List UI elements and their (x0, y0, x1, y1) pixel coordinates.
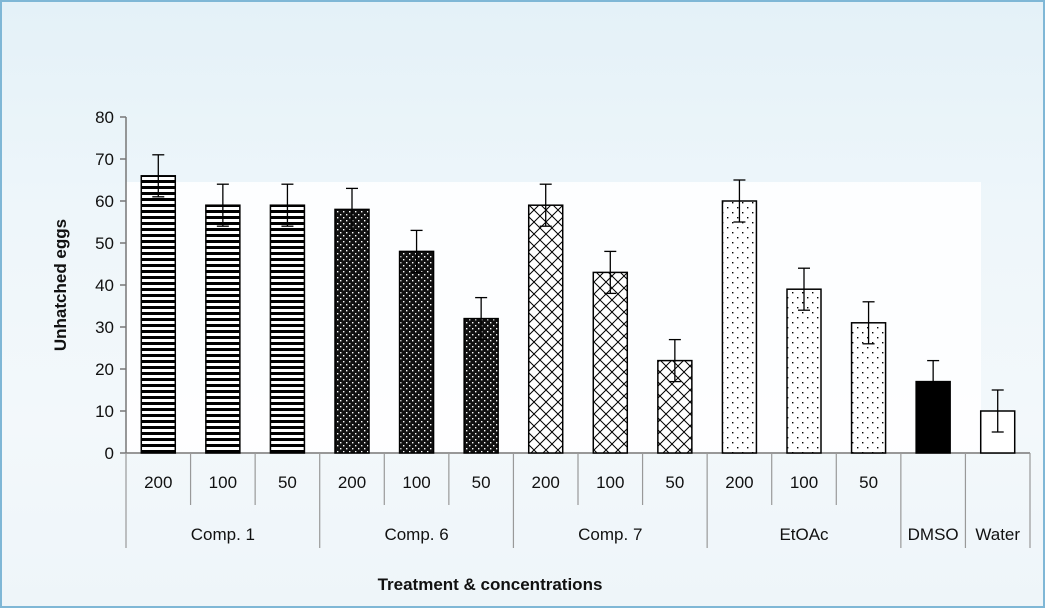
bar (205, 204, 241, 454)
y-tick-label: 30 (95, 318, 114, 337)
group-label: Water (975, 525, 1020, 544)
bar (721, 200, 758, 454)
bar (527, 204, 564, 454)
x-tick-label: 50 (278, 473, 297, 492)
y-tick-label: 70 (95, 150, 114, 169)
x-tick-label: 200 (338, 473, 366, 492)
group-label: Comp. 1 (191, 525, 255, 544)
bar (334, 208, 370, 454)
x-tick-label: 100 (402, 473, 430, 492)
bar (850, 322, 887, 454)
y-tick-label: 20 (95, 360, 114, 379)
bar (592, 271, 629, 454)
y-tick-label: 0 (105, 444, 114, 463)
x-tick-label: 100 (790, 473, 818, 492)
group-label: Comp. 7 (578, 525, 642, 544)
y-tick-label: 10 (95, 402, 114, 421)
group-label: DMSO (908, 525, 959, 544)
x-tick-label: 50 (859, 473, 878, 492)
group-label: Comp. 6 (384, 525, 448, 544)
y-tick-label: 80 (95, 108, 114, 127)
group-label: EtOAc (779, 525, 829, 544)
x-tick-label: 50 (472, 473, 491, 492)
x-tick-label: 50 (665, 473, 684, 492)
y-tick-label: 60 (95, 192, 114, 211)
x-tick-label: 200 (725, 473, 753, 492)
bar (269, 204, 306, 454)
x-tick-label: 200 (144, 473, 172, 492)
bar (140, 175, 177, 454)
bar (786, 288, 822, 454)
x-tick-label: 100 (209, 473, 237, 492)
y-tick-label: 40 (95, 276, 114, 295)
x-axis-label: Treatment & concentrations (378, 575, 603, 594)
x-tick-label: 100 (596, 473, 624, 492)
y-axis-label: Unhatched eggs (51, 219, 70, 351)
x-tick-label: 200 (532, 473, 560, 492)
y-tick-label: 50 (95, 234, 114, 253)
bar (398, 250, 435, 454)
bar (463, 317, 499, 454)
